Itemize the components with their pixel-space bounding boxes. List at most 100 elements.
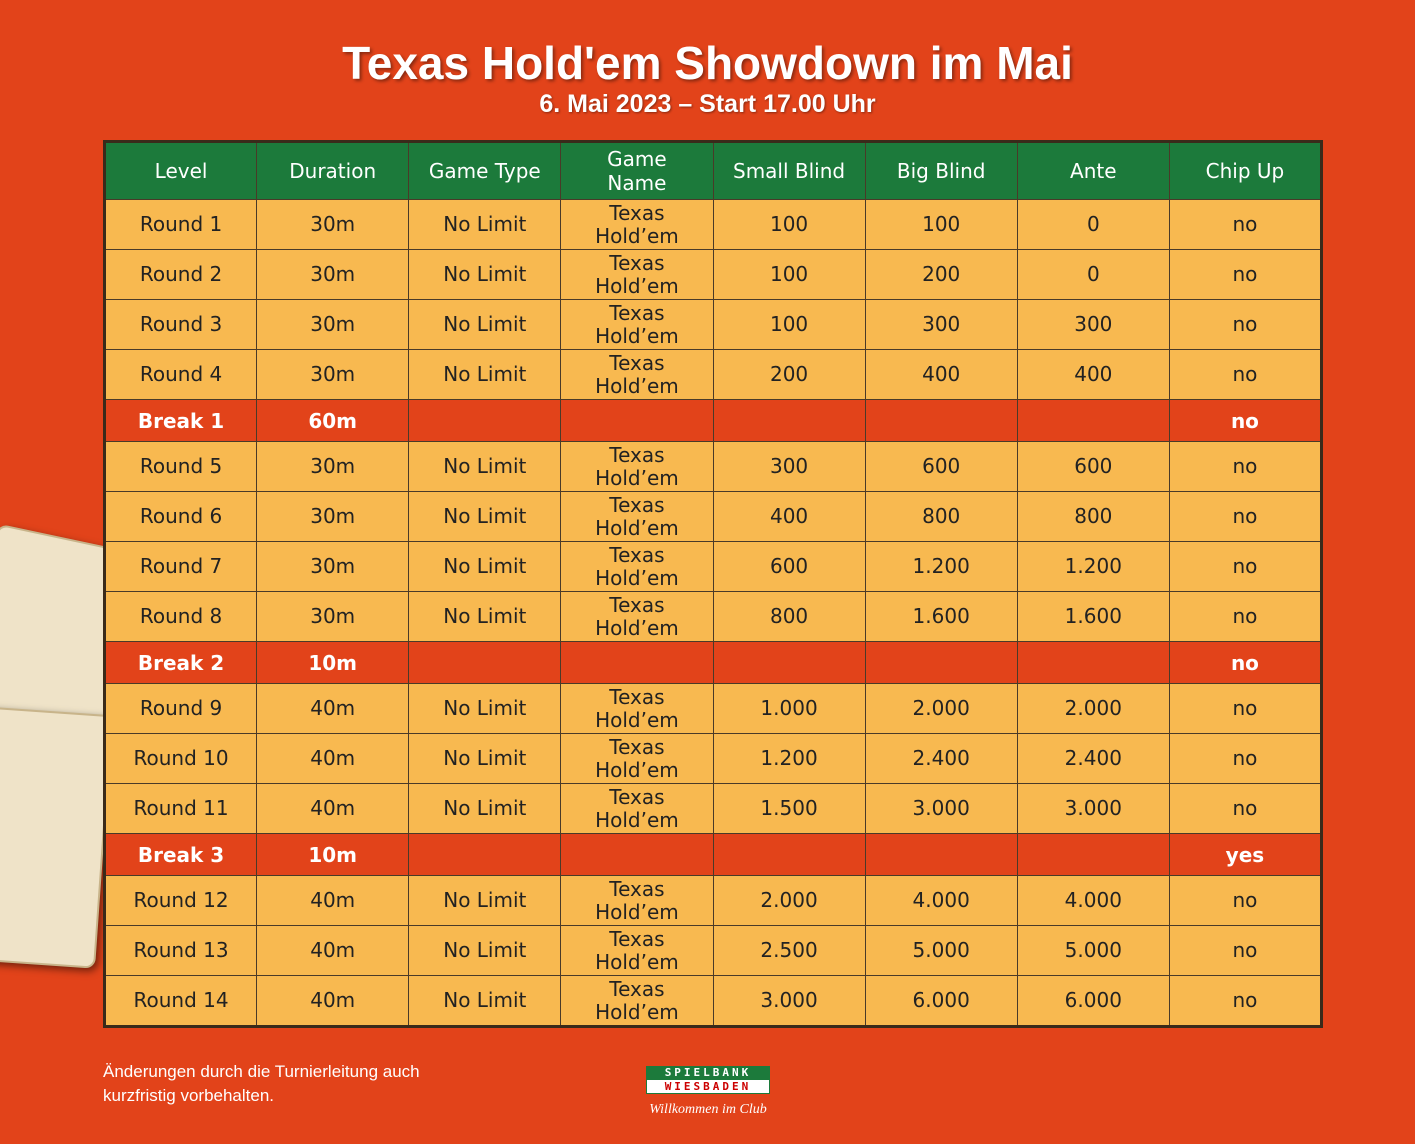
cell: yes xyxy=(1168,833,1323,876)
cell: no xyxy=(1168,641,1323,684)
logo-line: WIESBADEN xyxy=(646,1079,770,1094)
cell: Break 2 xyxy=(103,641,258,684)
cell: Texas Hold’em xyxy=(560,541,714,592)
cell: no xyxy=(1168,199,1323,250)
cell: Break 3 xyxy=(103,833,258,876)
cell: No Limit xyxy=(408,199,562,250)
cell: Texas Hold’em xyxy=(560,591,714,642)
cell: 2.500 xyxy=(712,925,866,976)
round-row: Round 13 40m No Limit Texas Hold’em 2.500 5.0… xyxy=(103,925,1323,976)
cell: 1.200 xyxy=(864,541,1018,592)
cell: no xyxy=(1168,733,1323,784)
cell: 6.000 xyxy=(1016,975,1170,1027)
cell: 800 xyxy=(864,491,1018,542)
cell: 3.000 xyxy=(864,783,1018,834)
cell: 100 xyxy=(712,249,866,300)
cell: 6.000 xyxy=(864,975,1018,1027)
cell: 400 xyxy=(1016,349,1170,400)
cell: no xyxy=(1168,925,1323,976)
cell: No Limit xyxy=(408,925,562,976)
cell: 10m xyxy=(256,641,410,684)
cell: No Limit xyxy=(408,491,562,542)
round-row: Round 6 30m No Limit Texas Hold’em 400 800 800… xyxy=(103,491,1323,542)
cell: Break 1 xyxy=(103,399,258,442)
cell: 1.500 xyxy=(712,783,866,834)
cell: 3.000 xyxy=(712,975,866,1027)
cell: Texas Hold’em xyxy=(560,925,714,976)
cell: No Limit xyxy=(408,975,562,1027)
empty-cell xyxy=(1016,641,1170,684)
cell: 30m xyxy=(256,541,410,592)
cell: No Limit xyxy=(408,299,562,350)
cell: Round 8 xyxy=(103,591,258,642)
cell: 100 xyxy=(712,199,866,250)
cell: Texas Hold’em xyxy=(560,441,714,492)
cell: 0 xyxy=(1016,199,1170,250)
empty-cell xyxy=(560,641,714,684)
cell: Texas Hold’em xyxy=(560,349,714,400)
cell: Round 1 xyxy=(103,199,258,250)
column-header: Game Type xyxy=(408,141,562,200)
cell: Round 4 xyxy=(103,349,258,400)
schedule-table: Level Duration Game Type Game Name Small Bli… xyxy=(103,140,1323,1028)
cell: 5.000 xyxy=(864,925,1018,976)
cell: 30m xyxy=(256,591,410,642)
cell: Round 12 xyxy=(103,875,258,926)
column-header: Small Blind xyxy=(712,141,866,200)
break-row: Break 1 60m no xyxy=(103,399,1323,442)
cell: No Limit xyxy=(408,349,562,400)
cell: 400 xyxy=(712,491,866,542)
cell: 40m xyxy=(256,733,410,784)
cell: No Limit xyxy=(408,249,562,300)
empty-cell xyxy=(560,399,714,442)
column-header: Level xyxy=(103,141,258,200)
cell: Round 7 xyxy=(103,541,258,592)
cell: 600 xyxy=(712,541,866,592)
header-row: Level Duration Game Type Game Name Small Bli… xyxy=(103,141,1323,200)
cell: Texas Hold’em xyxy=(560,975,714,1027)
empty-cell xyxy=(712,833,866,876)
cell: 1.600 xyxy=(1016,591,1170,642)
logo-line: SPIELBANK xyxy=(646,1066,770,1079)
empty-cell xyxy=(408,833,562,876)
cell: no xyxy=(1168,491,1323,542)
cell: No Limit xyxy=(408,541,562,592)
cell: 2.400 xyxy=(864,733,1018,784)
cell: 800 xyxy=(1016,491,1170,542)
cell: Round 10 xyxy=(103,733,258,784)
cell: 30m xyxy=(256,199,410,250)
cell: No Limit xyxy=(408,733,562,784)
cell: Round 2 xyxy=(103,249,258,300)
cell: 400 xyxy=(864,349,1018,400)
cell: No Limit xyxy=(408,683,562,734)
cell: 40m xyxy=(256,875,410,926)
logo-slogan: Willkommen im Club xyxy=(649,1102,767,1117)
round-row: Round 5 30m No Limit Texas Hold’em 300 600 600… xyxy=(103,441,1323,492)
cell: 200 xyxy=(712,349,866,400)
cell: 2.400 xyxy=(1016,733,1170,784)
cell: 2.000 xyxy=(864,683,1018,734)
column-header: Duration xyxy=(256,141,410,200)
cell: 100 xyxy=(712,299,866,350)
cell: no xyxy=(1168,349,1323,400)
cell: 3.000 xyxy=(1016,783,1170,834)
column-header: Ante xyxy=(1016,141,1170,200)
cell: Round 14 xyxy=(103,975,258,1027)
subtitle: 6. Mai 2023 – Start 17.00 Uhr xyxy=(539,90,876,118)
empty-cell xyxy=(408,399,562,442)
empty-cell xyxy=(1016,833,1170,876)
empty-cell xyxy=(712,399,866,442)
column-header: Game Name xyxy=(560,141,714,200)
cell: 4.000 xyxy=(864,875,1018,926)
cell: 30m xyxy=(256,249,410,300)
round-row: Round 3 30m No Limit Texas Hold’em 100 300 300… xyxy=(103,299,1323,350)
cell: 30m xyxy=(256,299,410,350)
round-row: Round 2 30m No Limit Texas Hold’em 100 200 0 no xyxy=(103,249,1323,300)
cell: Texas Hold’em xyxy=(560,491,714,542)
cell: no xyxy=(1168,783,1323,834)
cell: Round 11 xyxy=(103,783,258,834)
cell: Round 5 xyxy=(103,441,258,492)
cell: 100 xyxy=(864,199,1018,250)
cell: 60m xyxy=(256,399,410,442)
